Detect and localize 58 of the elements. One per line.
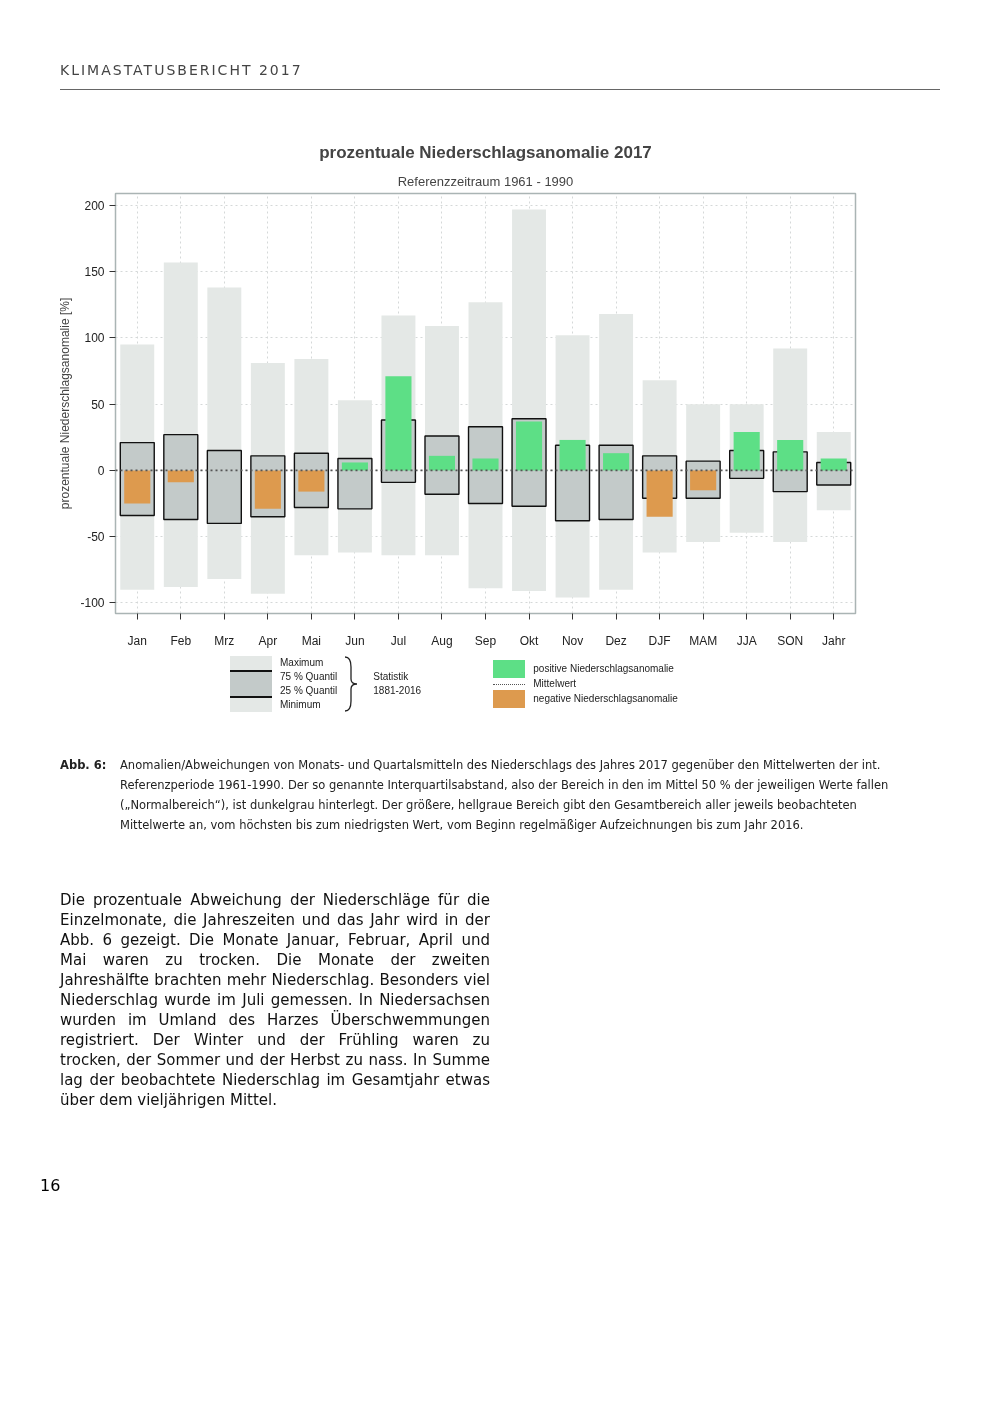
- bar: [298, 470, 325, 492]
- x-tick-label: Dez: [605, 633, 627, 648]
- y-tick-label: 200: [84, 198, 105, 213]
- y-axis-title: prozentuale Niederschlagsanomalie [%]: [58, 297, 73, 510]
- x-tick-label: Jan: [127, 633, 147, 648]
- bar: [385, 376, 412, 471]
- bar: [428, 455, 456, 471]
- text: 25 % Quantil: [280, 683, 338, 698]
- x-tick-label: Okt: [519, 633, 540, 648]
- y-tick-label: 150: [84, 265, 105, 280]
- x-tick-label: Feb: [170, 633, 192, 648]
- x-tick-label: SON: [777, 633, 804, 648]
- bar: [777, 439, 804, 471]
- bar: [603, 453, 630, 471]
- x-tick-label: JJA: [736, 633, 757, 648]
- legend-label: positive Niederschlagsanomalie: [533, 661, 674, 676]
- bar: [163, 433, 199, 521]
- legend-label: negative Niederschlagsanomalie: [533, 691, 678, 706]
- y-tick-label: 50: [91, 397, 105, 412]
- y-tick-label: 0: [97, 463, 105, 478]
- text: 16: [40, 1175, 61, 1197]
- chart-subtitle: Referenzzeitraum 1961 - 1990: [397, 173, 574, 189]
- text: Minimum: [280, 697, 321, 712]
- text: Statistik 1881-2016: [373, 669, 423, 698]
- text: Die prozentuale Abweichung der Niederschläge für die Einzelmonate, die Jahreszeiten und das Jahr wird in der Abb. 6 gezeigt. Die Monate Januar, Februar, April und Mai waren zu trocken. Die Monate der zweiten Jahreshälfte brachten mehr Niederschlag. Besonders viel Niederschlag wurde im Juli gemessen. In Niedersachsen wurden im Umland des Harzes Überschwemmungen registriert. Der Winter und der Frühling waren zu trocken, der Sommer und der Herbst zu nass. In Summe lag der beobachtete Niederschlag im Gesamtjahr etwas über dem vieljährigen Mittel.: [60, 891, 490, 1109]
- x-tick-label: Mai: [301, 633, 322, 648]
- bar: [206, 449, 242, 525]
- text: Maximum: [280, 655, 324, 670]
- y-tick-label: 100: [84, 331, 105, 346]
- bar: [515, 421, 543, 471]
- x-tick-label: Sep: [474, 633, 497, 648]
- bar: [646, 470, 673, 517]
- text: KLIMASTATUSBERICHT 2017: [60, 61, 303, 80]
- bar: [124, 470, 151, 504]
- legend-label: Mittelwert: [533, 676, 577, 691]
- x-tick-label: Aug: [431, 633, 453, 648]
- x-tick-label: Jahr: [822, 633, 846, 648]
- x-tick-label: Jun: [345, 633, 365, 648]
- bar: [167, 470, 194, 483]
- bar: [820, 458, 847, 471]
- text: Anomalien/Abweichungen von Monats- und Quartalsmitteln des Niederschlags des Jahres 2017 gegenüber den Mittelwerten der int. Referenzperiode 1961-1990. Der so genannte Interquartilsabstand, also der Bereich in den im Mittel 50 % der jeweiligen Werte fallen („Normalbereich“), ist dunkelgrau hinterlegt. Der größere, hellgraue Bereich gibt den Gesamtbereich aller jeweils beobachteten Mittelwerte an, vom höchsten bis zum niedrigsten Wert, vom Beginn regelmäßiger Aufzeichnungen bis zum Jahr 2016.: [120, 757, 890, 834]
- x-tick-label: DJF: [648, 633, 671, 648]
- caption: Abb. 6:: [60, 757, 108, 774]
- y-tick-label: -50: [87, 530, 105, 545]
- x-tick-label: MAM: [689, 633, 718, 648]
- x-tick-label: Apr: [258, 633, 278, 648]
- bar: [472, 458, 499, 471]
- bar: [733, 431, 760, 471]
- x-tick-label: Mrz: [214, 633, 235, 648]
- bar: [254, 470, 281, 509]
- y-tick-label: -100: [80, 596, 105, 611]
- text: 75 % Quantil: [280, 669, 338, 684]
- bar: [341, 462, 368, 471]
- bar: [690, 470, 717, 491]
- chart-title: prozentuale Niederschlagsanomalie 2017: [319, 142, 652, 162]
- bar: [559, 439, 586, 471]
- x-tick-label: Nov: [561, 633, 584, 648]
- x-tick-label: Jul: [390, 633, 407, 648]
